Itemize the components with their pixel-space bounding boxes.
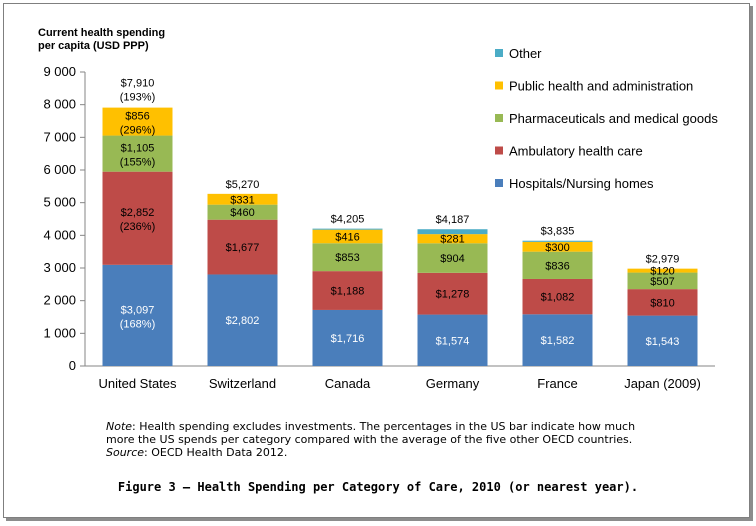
x-category-label: France: [537, 376, 577, 391]
total-label: $7,910: [121, 78, 155, 90]
data-label-percent: (155%): [120, 157, 155, 169]
data-label: $507: [650, 276, 674, 288]
legend-swatch: [495, 114, 503, 122]
source-text: : OECD Health Data 2012.: [144, 446, 288, 459]
data-label: $1,582: [541, 335, 575, 347]
total-label: $2,979: [646, 254, 680, 266]
total-label-percent: (193%): [120, 92, 155, 104]
data-label-percent: (236%): [120, 221, 155, 233]
figure-note: Note: Health spending excludes investmen…: [106, 420, 666, 459]
data-label: $1,677: [226, 242, 260, 254]
data-label: $856: [125, 111, 149, 123]
stacked-bar-chart: 0 1 000 2 000 3 000 4 000 5 000 6 000 7 000 8 00…: [43, 46, 718, 391]
bar-segment: [207, 219, 278, 275]
x-category-label: Japan (2009): [624, 376, 701, 391]
bar-segment: [627, 289, 698, 316]
legend-label: Ambulatory health care: [509, 144, 643, 159]
note-text-line1: : Health spending excludes investments. …: [132, 420, 636, 433]
bar-segment: [627, 272, 698, 290]
note-text-line2: more the US spends per category compared…: [106, 433, 633, 446]
legend-label: Pharmaceuticals and medical goods: [509, 111, 718, 126]
y-tick-label: 5 000: [43, 195, 76, 210]
legend-swatch: [495, 179, 503, 187]
bar-segment: [417, 234, 488, 244]
bar-segment: [102, 171, 173, 265]
bar-segment: [522, 278, 593, 315]
legend-label: Hospitals/Nursing homes: [509, 176, 654, 191]
total-label: $3,835: [541, 226, 575, 238]
y-tick-label: 2 000: [43, 293, 76, 308]
bar-segment: [522, 251, 593, 279]
data-label-percent: (168%): [120, 318, 155, 330]
total-label: $5,270: [226, 179, 260, 191]
x-category-label: United States: [98, 376, 177, 391]
data-label: $120: [650, 266, 674, 278]
data-label: $853: [335, 252, 359, 264]
legend-swatch: [495, 49, 503, 57]
bar-segment: [312, 243, 383, 272]
total-label: $4,187: [436, 214, 470, 226]
bar-segment: [312, 309, 383, 366]
data-label: $1,716: [331, 333, 365, 345]
data-label-percent: (296%): [120, 125, 155, 137]
data-label: $460: [230, 207, 254, 219]
bar-segment: [627, 268, 698, 273]
y-axis-title-line2: per capita (USD PPP): [38, 40, 149, 52]
data-label: $810: [650, 297, 674, 309]
note-label: Note: [106, 420, 133, 433]
data-label: $331: [230, 194, 254, 206]
data-label: $836: [545, 260, 569, 272]
y-tick-label: 3 000: [43, 260, 76, 275]
data-label: $1,105: [121, 143, 155, 155]
data-label: $1,278: [436, 289, 470, 301]
x-category-label: Switzerland: [209, 376, 276, 391]
bar-segment: [207, 274, 278, 366]
bar-segment: [312, 229, 383, 244]
y-tick-label: 0: [69, 358, 76, 373]
y-axis-title-line1: Current health spending: [38, 27, 166, 39]
data-label: $1,543: [646, 336, 680, 348]
bar-segment: [417, 229, 488, 235]
y-tick-label: 6 000: [43, 162, 76, 177]
data-label: $1,574: [436, 335, 470, 347]
figure-caption: Figure 3 – Health Spending per Category …: [117, 480, 639, 494]
total-label: $4,205: [331, 214, 365, 226]
data-label: $3,097: [121, 304, 155, 316]
legend-label: Public health and administration: [509, 79, 693, 94]
y-tick-label: 1 000: [43, 325, 76, 340]
bar-segment: [102, 107, 173, 136]
data-label: $2,802: [226, 315, 260, 327]
data-label: $904: [440, 253, 464, 265]
y-axis-title: Current health spending per capita (USD …: [38, 27, 165, 53]
y-tick-label: 8 000: [43, 97, 76, 112]
data-label: $1,188: [331, 286, 365, 298]
bar-segment: [417, 272, 488, 315]
bar-segment: [522, 241, 593, 252]
y-tick-label: 7 000: [43, 129, 76, 144]
x-category-label: Canada: [325, 376, 371, 391]
bar-segment: [417, 314, 488, 366]
bar-segment: [102, 264, 173, 366]
legend-swatch: [495, 81, 503, 90]
data-label: $2,852: [121, 207, 155, 219]
data-label: $416: [335, 231, 359, 243]
bar-segment: [207, 204, 278, 220]
bar-segment: [522, 314, 593, 366]
y-tick-label: 4 000: [43, 227, 76, 242]
legend-label: Other: [509, 46, 542, 61]
data-label: $1,082: [541, 292, 575, 304]
bar-segment: [102, 135, 173, 172]
source-label: Source: [106, 446, 145, 459]
bar-segment: [312, 271, 383, 310]
bar-segment: [522, 240, 593, 242]
bar-segment: [207, 193, 278, 205]
x-category-label: Germany: [426, 376, 480, 391]
y-tick-label: 9 000: [43, 64, 76, 79]
bar-segment: [627, 315, 698, 366]
data-label: $281: [440, 234, 464, 246]
legend-swatch: [495, 146, 503, 155]
data-label: $300: [545, 242, 569, 254]
bar-segment: [417, 243, 488, 273]
bar-segment: [312, 228, 383, 230]
